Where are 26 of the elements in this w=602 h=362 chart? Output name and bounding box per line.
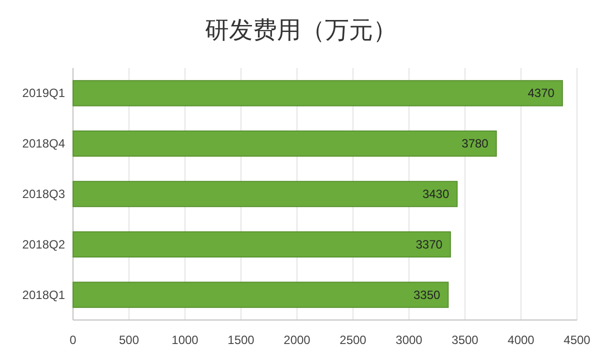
x-tick-label: 3000 bbox=[396, 333, 423, 347]
chart-title: 研发费用（万元） bbox=[205, 18, 397, 44]
x-tick-label: 3500 bbox=[452, 333, 479, 347]
data-label: 3370 bbox=[416, 237, 443, 252]
bar bbox=[72, 180, 458, 208]
y-tick-label: 2018Q2 bbox=[22, 237, 66, 252]
data-label: 3350 bbox=[413, 288, 441, 302]
x-tick-label: 2500 bbox=[340, 333, 367, 347]
x-tick-label: 0 bbox=[70, 333, 77, 347]
x-tick-label: 4000 bbox=[508, 333, 535, 347]
bar bbox=[72, 80, 563, 106]
data-label: 3430 bbox=[422, 187, 450, 201]
y-tick-label: 2018Q1 bbox=[22, 288, 66, 302]
x-tick-label: 2000 bbox=[284, 333, 311, 347]
data-label: 3780 bbox=[462, 136, 489, 151]
bar bbox=[72, 130, 497, 157]
data-label: 4370 bbox=[528, 86, 555, 100]
x-tick-label: 4500 bbox=[564, 333, 591, 347]
y-tick-label: 2018Q3 bbox=[22, 187, 66, 201]
x-tick-label: 500 bbox=[118, 333, 140, 347]
y-tick-label: 2019Q1 bbox=[22, 86, 66, 100]
bar bbox=[72, 282, 449, 308]
x-tick-label: 1000 bbox=[172, 333, 199, 347]
x-tick-label: 1500 bbox=[228, 333, 255, 347]
y-tick-label: 2018Q4 bbox=[22, 136, 66, 151]
bar bbox=[72, 231, 451, 258]
